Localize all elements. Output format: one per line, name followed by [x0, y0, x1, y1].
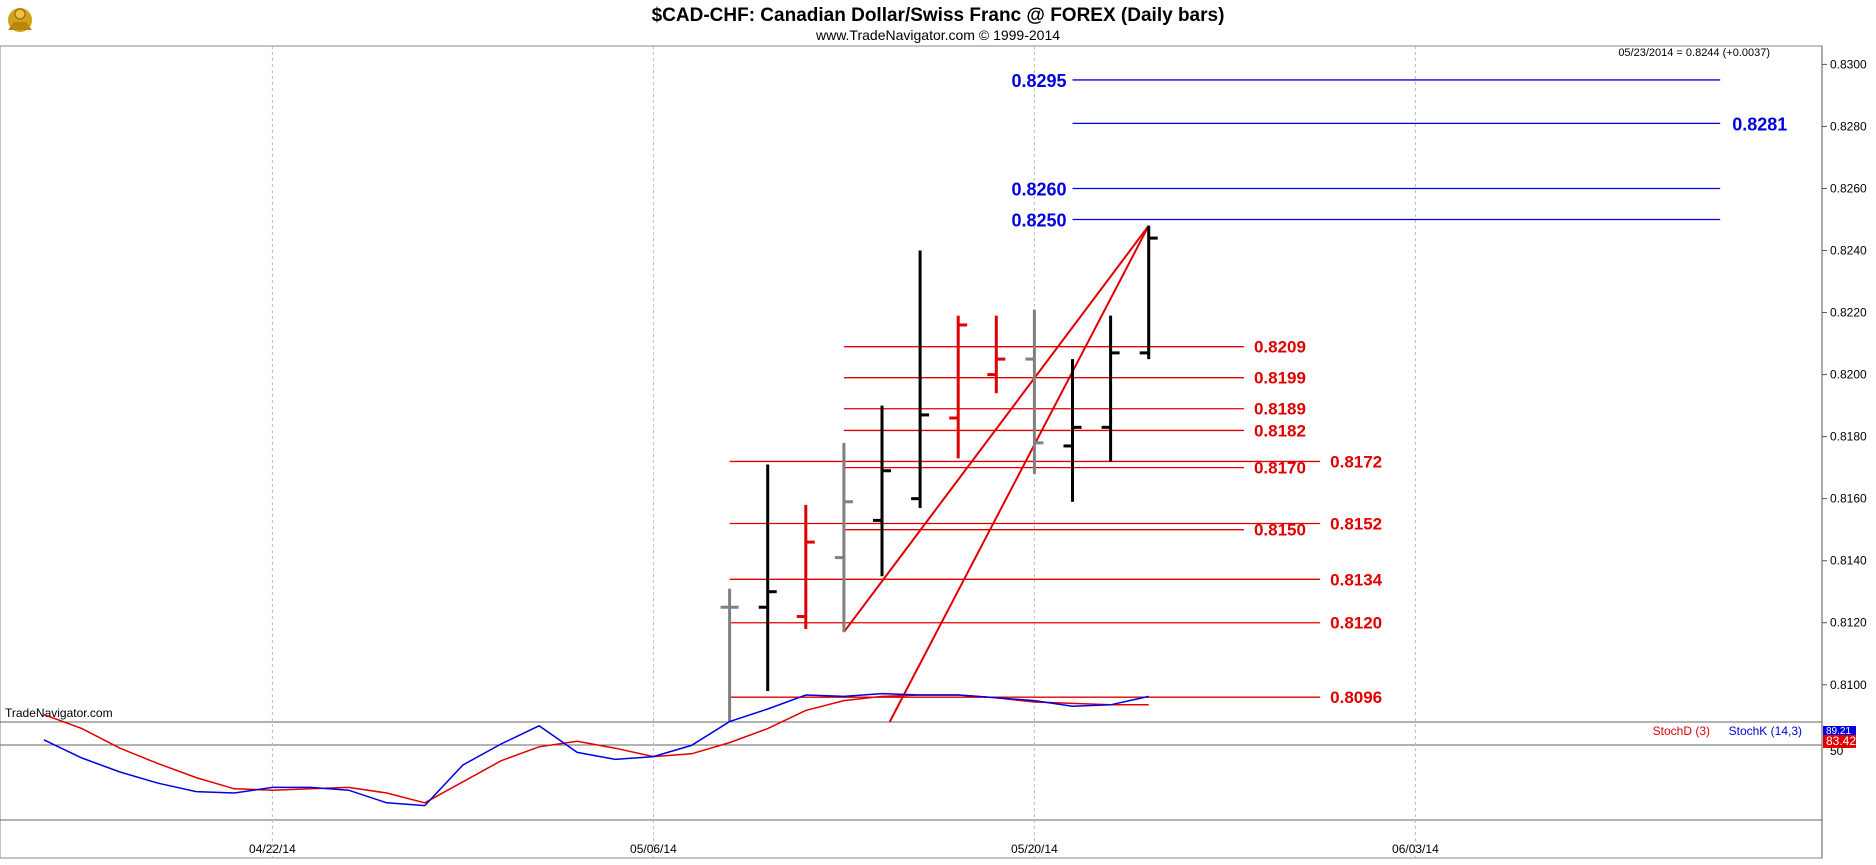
ohlc-bar [1063, 359, 1082, 502]
trend-lines [843, 225, 1150, 723]
blue-level-label: 0.8260 [1011, 179, 1066, 199]
app-logo-icon [8, 8, 32, 32]
price-tick-label: 0.8240 [1830, 244, 1867, 258]
red-level-label: 0.8134 [1330, 570, 1383, 589]
price-tick-label: 0.8180 [1830, 430, 1867, 444]
red-level-label: 0.8120 [1330, 614, 1382, 633]
red-level-label: 0.8172 [1330, 452, 1382, 471]
ohlc-bar [796, 504, 815, 629]
trend-line [843, 225, 1150, 633]
blue-level-label: 0.8295 [1011, 71, 1066, 91]
watermark-label: TradeNavigator.com [5, 706, 113, 720]
red-level-label: 0.8152 [1330, 514, 1382, 533]
ohlc-bar [1139, 225, 1158, 360]
price-tick-label: 0.8220 [1830, 306, 1867, 320]
chart-title: $CAD-CHF: Canadian Dollar/Swiss Franc @ … [652, 5, 1225, 26]
red-level-label: 0.8209 [1254, 338, 1306, 357]
ohlc-bar [987, 315, 1006, 394]
price-tick-label: 0.8260 [1830, 181, 1867, 195]
ohlc-bar [834, 442, 853, 633]
date-tick-label: 05/20/14 [1011, 842, 1058, 856]
price-tick-label: 0.8140 [1830, 554, 1867, 568]
stoch-k-legend: StochK (14,3) [1729, 724, 1802, 738]
ohlc-bar [758, 464, 777, 691]
red-level-label: 0.8170 [1254, 459, 1306, 478]
trend-line [888, 225, 1150, 723]
chart-subtitle: www.TradeNavigator.com © 1999-2014 [815, 27, 1060, 43]
ohlc-bar [949, 315, 968, 459]
price-tick-label: 0.8160 [1830, 492, 1867, 506]
price-tick-label: 0.8100 [1830, 678, 1867, 692]
ohlc-bar [1025, 309, 1044, 474]
last-quote-label: 05/23/2014 = 0.8244 (+0.0037) [1618, 47, 1770, 59]
red-level-label: 0.8182 [1254, 421, 1306, 440]
price-tick-label: 0.8280 [1830, 119, 1867, 133]
date-tick-label: 06/03/14 [1392, 842, 1439, 856]
ohlc-bar [720, 588, 739, 722]
stoch-k-value: 89.21 [1826, 726, 1851, 737]
stoch-k-value-badge [1823, 726, 1856, 736]
price-tick-label: 0.8120 [1830, 616, 1867, 630]
ohlc-bar [1101, 315, 1120, 462]
blue-level-label: 0.8281 [1732, 114, 1787, 134]
stoch-d-value: 83.42 [1826, 734, 1856, 748]
price-tick-label: 0.8200 [1830, 368, 1867, 382]
red-level-label: 0.8199 [1254, 369, 1306, 388]
level-lines: 0.8295 0.8281 0.8260 0.8250 0.8209 0.8199 0.81… [729, 71, 1787, 707]
red-level-label: 0.8096 [1330, 688, 1382, 707]
plot-frame [0, 45, 1823, 859]
stoch-d-legend: StochD (3) [1653, 724, 1710, 738]
stoch-k-line [43, 692, 1149, 807]
blue-level-label: 0.8250 [1011, 211, 1066, 231]
ohlc-bar [873, 405, 891, 577]
price-bars [720, 225, 1158, 722]
red-level-label: 0.8189 [1254, 400, 1306, 419]
ohlc-bar [911, 250, 930, 508]
red-level-label: 0.8150 [1254, 521, 1306, 540]
axes: 04/22/14 05/06/14 05/20/14 06/03/14 0.8300 0.… [249, 57, 1867, 856]
price-tick-label: 0.8300 [1830, 57, 1867, 71]
stoch-d-value-badge [1823, 735, 1856, 748]
date-tick-label: 04/22/14 [249, 842, 296, 856]
date-tick-label: 05/06/14 [630, 842, 677, 856]
